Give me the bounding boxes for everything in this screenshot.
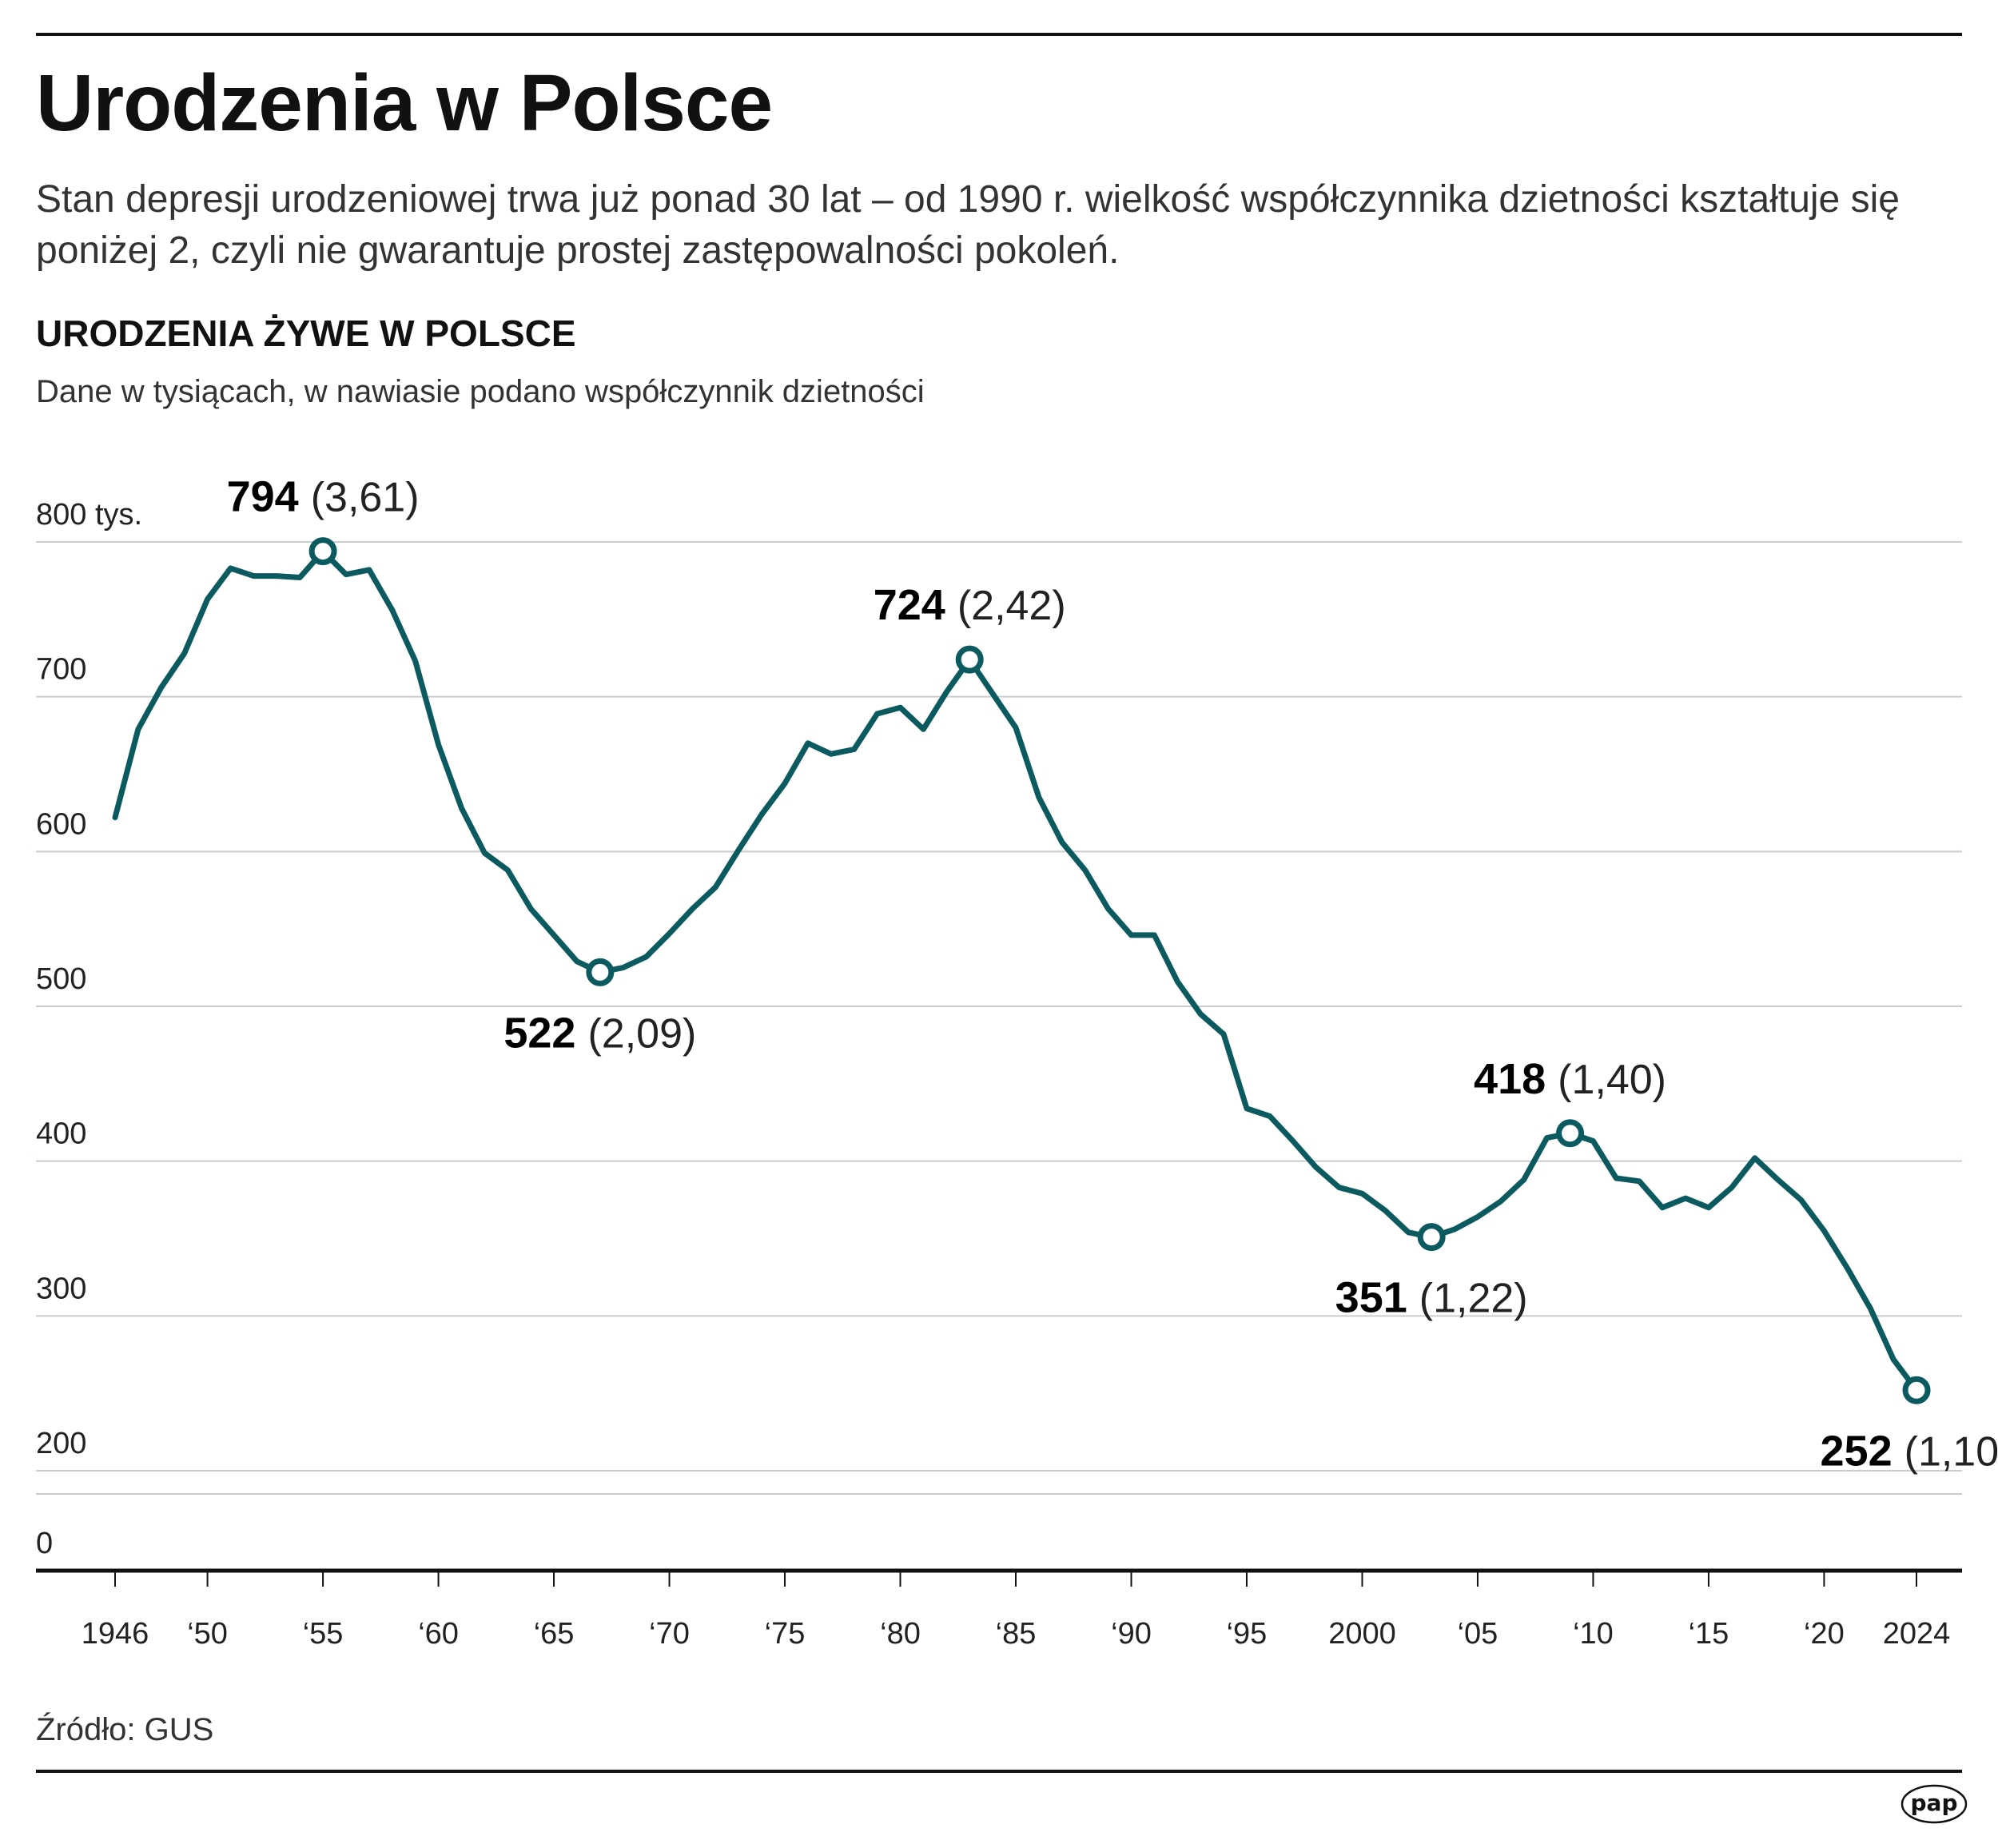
x-tick-label: ‘20 <box>1804 1617 1845 1651</box>
highlight-marker <box>308 537 337 566</box>
chart-subtitle: Dane w tysiącach, w nawiasie podano wspó… <box>36 374 925 409</box>
svg-text:pap: pap <box>1911 1790 1958 1816</box>
x-tick-label: ‘95 <box>1227 1617 1268 1651</box>
page-subtitle: Stan depresji urodzeniowej trwa już pona… <box>36 178 1900 272</box>
x-tick-label: ‘50 <box>187 1617 228 1651</box>
annotation-value: 351 <box>1335 1274 1419 1322</box>
annotation-label: 522 (2,09) <box>503 1009 696 1057</box>
annotation-fertility: (2,09) <box>587 1010 696 1057</box>
annotation-label: 252 (1,10) <box>1821 1427 1998 1475</box>
y-tick-label: 800 tys. <box>36 498 142 532</box>
annotation-fertility: (3,61) <box>311 475 420 521</box>
source-note: Źródło: GUS <box>36 1712 214 1747</box>
annotation-fertility: (1,40) <box>1558 1057 1666 1103</box>
annotation-label: 794 (3,61) <box>227 473 420 521</box>
annotation-value: 522 <box>503 1009 587 1057</box>
annotation-fertility: (1,10) <box>1904 1428 1998 1475</box>
x-tick-label: 2024 <box>1883 1617 1951 1651</box>
x-tick-label: 2000 <box>1328 1617 1396 1651</box>
x-tick-label: ‘65 <box>534 1617 575 1651</box>
x-tick-label: ‘70 <box>649 1617 690 1651</box>
highlight-marker <box>1417 1223 1446 1252</box>
annotation-value: 724 <box>874 581 957 629</box>
x-tick-label: ‘60 <box>418 1617 459 1651</box>
y-tick-label: 400 <box>36 1117 86 1151</box>
pap-logo: pap <box>1900 1784 1968 1824</box>
highlight-marker <box>1556 1119 1585 1148</box>
annotation-value: 418 <box>1474 1055 1558 1103</box>
highlight-marker <box>1902 1376 1931 1404</box>
x-tick-label: ‘90 <box>1111 1617 1152 1651</box>
births-line <box>112 548 1920 1393</box>
x-tick-label: ‘15 <box>1689 1617 1729 1651</box>
annotation-value: 794 <box>227 473 311 521</box>
x-tick-label: ‘05 <box>1458 1617 1498 1651</box>
highlight-marker <box>955 645 984 674</box>
y-tick-label: 200 <box>36 1427 86 1460</box>
x-tick-label: 1946 <box>82 1617 149 1651</box>
bottom-rule <box>36 1770 1962 1773</box>
y-tick-label: 0 <box>36 1527 53 1560</box>
x-tick-label: ‘55 <box>303 1617 344 1651</box>
annotation-fertility: (2,42) <box>957 583 1066 629</box>
top-rule <box>36 33 1962 36</box>
page-title: Urodzenia w Polsce <box>36 58 773 148</box>
annotation-fertility: (1,22) <box>1419 1276 1528 1322</box>
highlight-marker <box>586 958 615 986</box>
annotation-label: 351 (1,22) <box>1335 1274 1528 1322</box>
annotation-label: 724 (2,42) <box>874 581 1066 629</box>
y-tick-label: 600 <box>36 807 86 841</box>
x-tick-label: ‘85 <box>996 1617 1037 1651</box>
annotation-value: 252 <box>1821 1427 1904 1475</box>
y-tick-label: 700 <box>36 653 86 687</box>
y-tick-label: 300 <box>36 1272 86 1305</box>
x-tick-label: ‘10 <box>1573 1617 1614 1651</box>
x-tick-label: ‘80 <box>880 1617 921 1651</box>
annotation-label: 418 (1,40) <box>1474 1055 1666 1103</box>
y-tick-label: 500 <box>36 962 86 996</box>
x-tick-label: ‘75 <box>765 1617 806 1651</box>
chart-title: URODZENIA ŻYWE W POLSCE <box>36 313 576 354</box>
